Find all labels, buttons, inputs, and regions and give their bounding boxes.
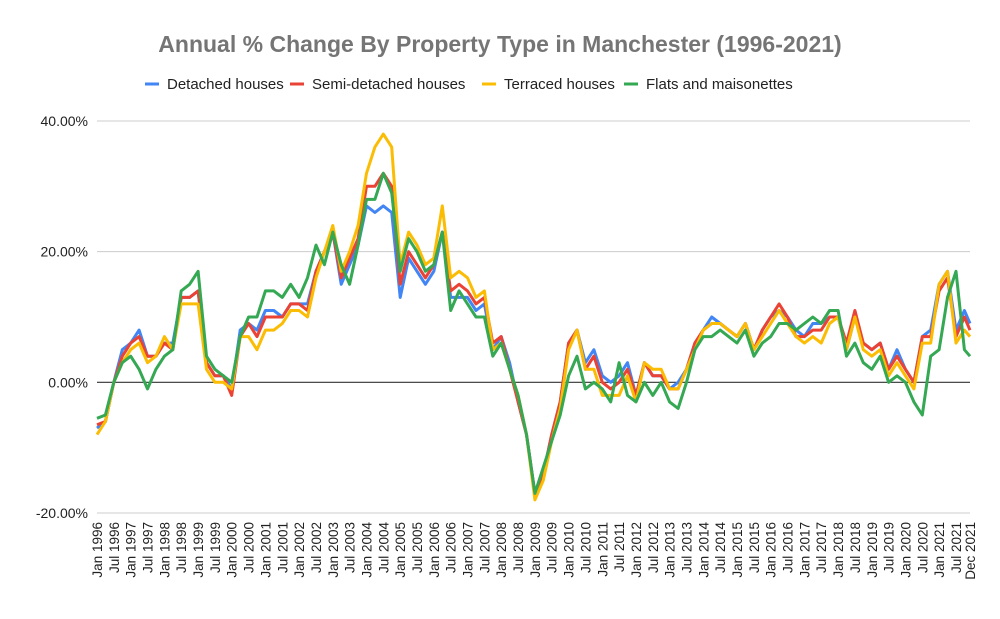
y-tick-label: 40.00%	[41, 113, 88, 129]
x-tick-label: Jul 2019	[882, 522, 897, 573]
x-tick-label: Jul 2012	[646, 522, 661, 573]
x-tick-label: Jan 2016	[764, 522, 779, 578]
x-tick-label: Jul 2009	[545, 522, 560, 573]
x-tick-label: Jul 2016	[781, 522, 796, 573]
x-tick-label: Jan 2002	[292, 522, 307, 578]
x-tick-label: Jan 1997	[124, 522, 139, 578]
chart-title: Annual % Change By Property Type in Manc…	[158, 31, 841, 57]
legend: Detached houses Semi-detached houses Terra…	[145, 76, 793, 93]
x-tick-label: Jul 2011	[612, 522, 627, 572]
x-tick-label: Jan 1999	[191, 522, 206, 578]
x-tick-label: Jan 2000	[225, 522, 240, 578]
x-tick-label: Jan 2010	[562, 522, 577, 578]
x-tick-label: Jul 2021	[949, 522, 964, 573]
x-tick-label: Jul 2010	[578, 522, 593, 573]
x-tick-label: Jan 1998	[157, 522, 172, 578]
x-tick-label: Jan 2018	[831, 522, 846, 578]
x-tick-label: Dec 2021	[963, 522, 978, 580]
y-tick-label: 20.00%	[41, 244, 88, 260]
x-tick-label: Jan 2017	[797, 522, 812, 578]
legend-item[interactable]: Semi-detached houses	[290, 76, 465, 93]
x-tick-label: Jan 2011	[595, 522, 610, 577]
x-tick-label: Jan 2019	[865, 522, 880, 578]
x-tick-label: Jan 2009	[528, 522, 543, 578]
series-line-flats-and-maisonettes	[96, 171, 972, 495]
x-tick-label: Jan 2003	[326, 522, 341, 578]
legend-item[interactable]: Detached houses	[145, 76, 284, 93]
x-tick-label: Jul 2007	[477, 522, 492, 573]
x-tick-label: Jul 2002	[309, 522, 324, 573]
legend-label: Semi-detached houses	[312, 76, 465, 93]
x-tick-label: Jul 2008	[511, 522, 526, 573]
x-tick-label: Jul 2017	[814, 522, 829, 573]
legend-label: Terraced houses	[504, 76, 615, 93]
legend-item[interactable]: Terraced houses	[482, 76, 615, 93]
x-tick-label: Jan 2012	[629, 522, 644, 578]
x-tick-label: Jan 2014	[696, 522, 711, 578]
x-tick-label: Jan 2015	[730, 522, 745, 578]
x-tick-label: Jul 2006	[444, 522, 459, 573]
x-tick-label: Jul 2005	[410, 522, 425, 573]
legend-label: Flats and maisonettes	[646, 76, 793, 93]
legend-item[interactable]: Flats and maisonettes	[624, 76, 793, 93]
x-tick-label: Jan 2001	[258, 522, 273, 578]
x-tick-label: Jul 1997	[141, 522, 156, 573]
x-tick-label: Jan 2013	[663, 522, 678, 578]
series-lines	[95, 132, 972, 502]
x-tick-label: Jan 2004	[359, 522, 374, 578]
legend-label: Detached houses	[167, 76, 284, 93]
x-tick-label: Jan 2007	[461, 522, 476, 578]
x-tick-label: Jul 1999	[208, 522, 223, 573]
series-line-detached-houses	[96, 204, 972, 495]
series-line-terraced-houses	[95, 132, 972, 502]
x-tick-label: Jan 2005	[393, 522, 408, 578]
x-tick-label: Jul 1998	[174, 522, 189, 573]
x-tick-label: Jul 2014	[713, 522, 728, 574]
x-tick-label: Jul 2013	[679, 522, 694, 573]
y-axis-labels: 40.00% 20.00% 0.00% -20.00%	[36, 113, 88, 521]
x-axis-labels: Jan 1996 Jul 1996 Jan 1997 Jul 1997 Jan 1998…	[90, 522, 978, 580]
x-tick-label: Jul 2020	[915, 522, 930, 573]
gridlines	[97, 120, 970, 514]
x-tick-label: Jul 2004	[376, 522, 391, 574]
x-tick-label: Jan 2020	[898, 522, 913, 578]
y-tick-label: -20.00%	[36, 505, 88, 521]
x-tick-label: Jul 2018	[848, 522, 863, 573]
y-tick-label: 0.00%	[48, 374, 88, 390]
x-tick-label: Jan 2008	[494, 522, 509, 578]
x-tick-label: Jul 2000	[242, 522, 257, 573]
x-tick-label: Jul 2015	[747, 522, 762, 573]
x-tick-label: Jul 2001	[275, 522, 290, 573]
x-tick-label: Jan 2006	[427, 522, 442, 578]
x-tick-label: Jul 2003	[343, 522, 358, 573]
series-line-semi-detached-houses	[96, 171, 972, 495]
x-tick-label: Jan 1996	[90, 522, 105, 578]
x-tick-label: Jan 2021	[932, 522, 947, 578]
x-tick-label: Jul 1996	[107, 522, 122, 573]
